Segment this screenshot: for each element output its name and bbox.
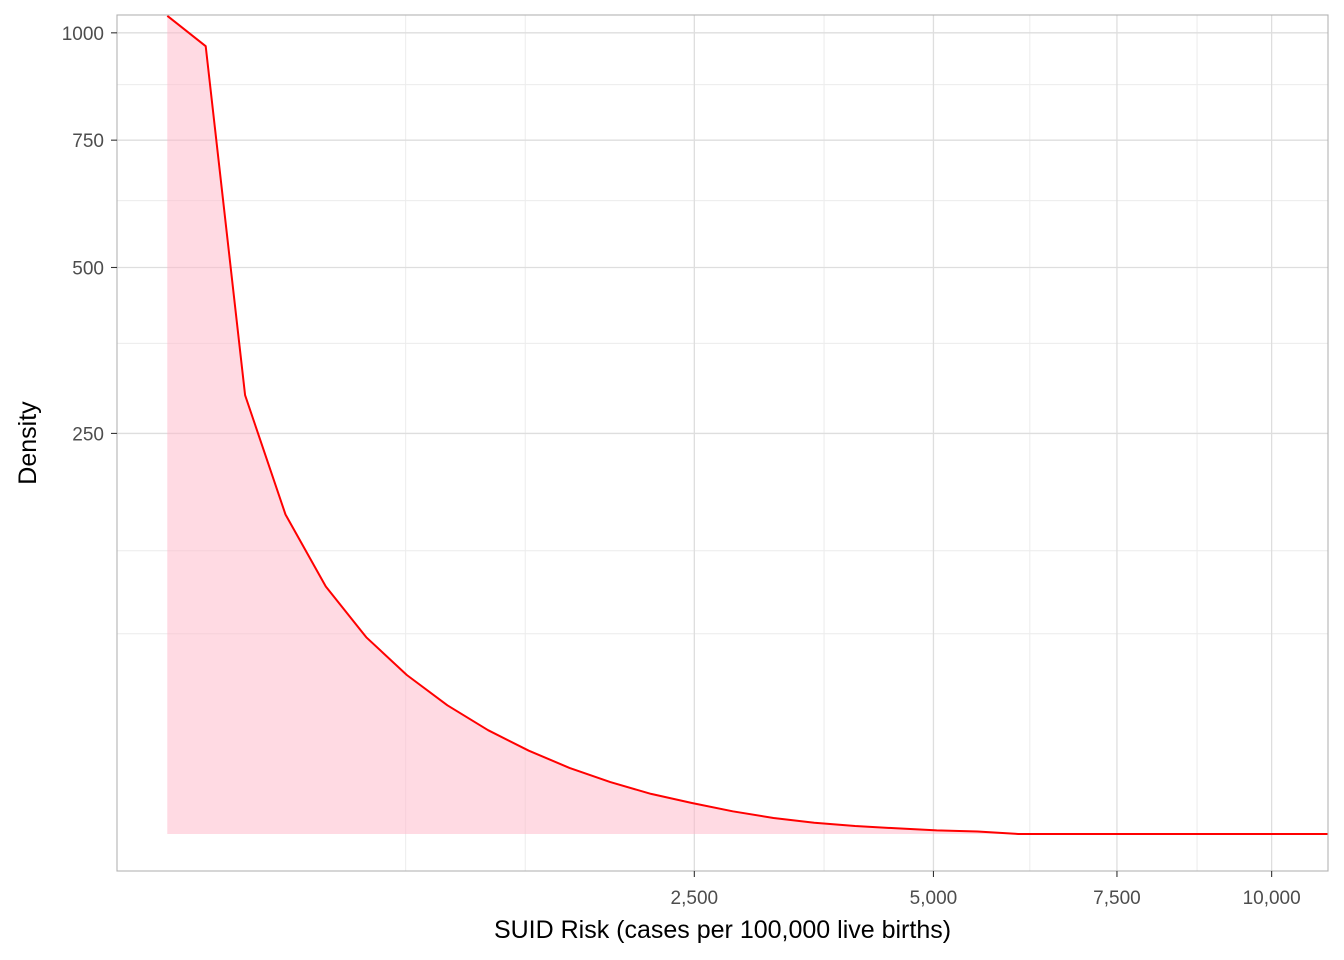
x-tick-label: 7,500 [1093,888,1141,909]
x-axis: 2,500 5,000 7,500 10,000 [671,871,1301,909]
density-line [166,15,1328,835]
y-tick-label: 1000 [62,24,104,45]
x-tick-label: 2,500 [671,888,719,909]
y-axis-title: Density [14,401,42,485]
x-tick-label: 10,000 [1243,888,1301,909]
density-area-fill [167,15,1328,835]
density-marks [166,15,1328,835]
y-axis: 250 500 750 1000 [62,24,117,445]
x-axis-title: SUID Risk (cases per 100,000 live births… [494,916,951,944]
y-tick-label: 250 [72,424,104,445]
y-tick-label: 500 [72,258,104,279]
y-tick-label: 750 [72,131,104,152]
x-tick-label: 5,000 [910,888,958,909]
minor-gridlines [117,15,1328,871]
panel-border [116,14,1329,872]
major-gridlines [117,15,1328,871]
